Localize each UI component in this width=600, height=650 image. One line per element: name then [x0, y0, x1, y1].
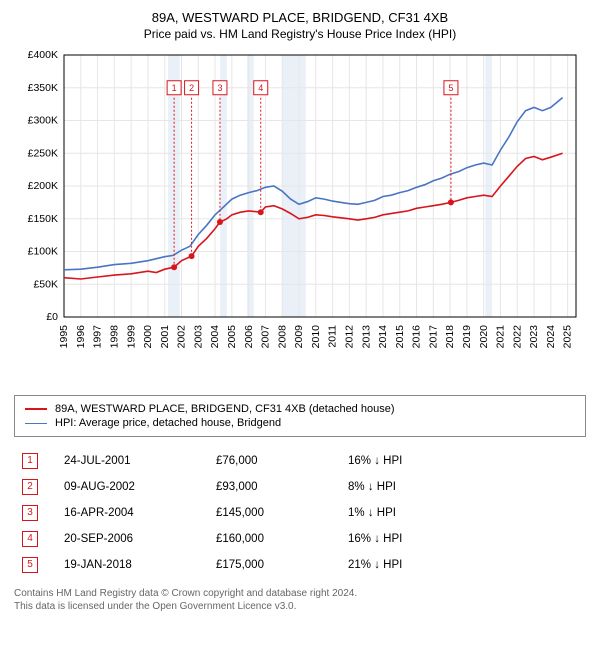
title-subtitle: Price paid vs. HM Land Registry's House … — [14, 27, 586, 41]
footer-line-2: This data is licensed under the Open Gov… — [14, 600, 586, 613]
svg-text:1995: 1995 — [58, 325, 70, 349]
svg-text:2002: 2002 — [176, 325, 188, 349]
price-chart: £0 £50K £100K £150K £200K £250K £300K £350K £400… — [14, 47, 586, 387]
sales-table: 124-JUL-2001£76,00016% ↓ HPI209-AUG-2002… — [14, 447, 586, 579]
sale-price: £160,000 — [210, 527, 340, 551]
svg-text:2007: 2007 — [260, 325, 272, 349]
svg-text:2018: 2018 — [444, 325, 456, 349]
svg-text:2011: 2011 — [327, 325, 339, 348]
svg-text:£350K: £350K — [28, 82, 58, 94]
sale-date: 09-AUG-2002 — [58, 475, 208, 499]
sale-marker-icon: 4 — [22, 531, 38, 547]
svg-text:2005: 2005 — [226, 325, 238, 349]
sale-delta: 8% ↓ HPI — [342, 475, 584, 499]
svg-text:£150K: £150K — [28, 213, 58, 225]
svg-text:2021: 2021 — [495, 325, 507, 349]
sale-marker-icon: 5 — [22, 557, 38, 573]
svg-text:1: 1 — [172, 83, 177, 93]
svg-text:2000: 2000 — [142, 325, 154, 349]
sale-delta: 1% ↓ HPI — [342, 501, 584, 525]
svg-text:2003: 2003 — [192, 325, 204, 349]
legend-row: 89A, WESTWARD PLACE, BRIDGEND, CF31 4XB … — [25, 402, 575, 416]
sale-price: £175,000 — [210, 553, 340, 577]
svg-text:2008: 2008 — [276, 325, 288, 349]
legend-label: 89A, WESTWARD PLACE, BRIDGEND, CF31 4XB … — [55, 403, 395, 415]
sale-delta: 16% ↓ HPI — [342, 527, 584, 551]
svg-text:2009: 2009 — [293, 325, 305, 349]
sale-marker-icon: 3 — [22, 505, 38, 521]
svg-text:£100K: £100K — [28, 246, 58, 258]
svg-text:1999: 1999 — [125, 325, 137, 349]
table-row: 1 24-JUL-2001£76,00016% ↓ HPI — [16, 449, 584, 473]
chart-area: £0 £50K £100K £150K £200K £250K £300K £350K £400… — [14, 47, 586, 387]
legend: 89A, WESTWARD PLACE, BRIDGEND, CF31 4XB … — [14, 395, 586, 437]
svg-text:2013: 2013 — [360, 325, 372, 349]
svg-text:2024: 2024 — [545, 325, 557, 349]
svg-text:£300K: £300K — [28, 115, 58, 127]
sale-price: £145,000 — [210, 501, 340, 525]
svg-text:£400K: £400K — [28, 49, 58, 61]
svg-text:2022: 2022 — [511, 325, 523, 349]
svg-text:2019: 2019 — [461, 325, 473, 349]
sale-marker-icon: 2 — [22, 479, 38, 495]
svg-text:2001: 2001 — [159, 325, 171, 349]
svg-text:2017: 2017 — [427, 325, 439, 349]
table-row: 5 19-JAN-2018£175,00021% ↓ HPI — [16, 553, 584, 577]
svg-text:£0: £0 — [46, 311, 58, 323]
svg-text:2016: 2016 — [411, 325, 423, 349]
svg-text:2004: 2004 — [209, 325, 221, 349]
legend-row: HPI: Average price, detached house, Brid… — [25, 416, 575, 430]
sale-price: £93,000 — [210, 475, 340, 499]
sale-delta: 21% ↓ HPI — [342, 553, 584, 577]
sale-date: 20-SEP-2006 — [58, 527, 208, 551]
chart-titles: 89A, WESTWARD PLACE, BRIDGEND, CF31 4XB … — [14, 10, 586, 41]
svg-text:1997: 1997 — [92, 325, 104, 349]
legend-swatch — [25, 423, 47, 424]
table-row: 4 20-SEP-2006£160,00016% ↓ HPI — [16, 527, 584, 551]
legend-swatch — [25, 408, 47, 410]
table-row: 2 09-AUG-2002£93,0008% ↓ HPI — [16, 475, 584, 499]
svg-text:5: 5 — [448, 83, 453, 93]
sale-marker-icon: 1 — [22, 453, 38, 469]
svg-text:2023: 2023 — [528, 325, 540, 349]
svg-text:4: 4 — [258, 83, 263, 93]
svg-text:£250K: £250K — [28, 147, 58, 159]
sale-date: 19-JAN-2018 — [58, 553, 208, 577]
svg-text:1996: 1996 — [75, 325, 87, 349]
svg-text:2006: 2006 — [243, 325, 255, 349]
svg-text:2015: 2015 — [394, 325, 406, 349]
svg-text:2025: 2025 — [562, 325, 574, 349]
svg-text:2014: 2014 — [377, 325, 389, 349]
svg-text:£200K: £200K — [28, 180, 58, 192]
svg-text:2: 2 — [189, 83, 194, 93]
table-row: 3 16-APR-2004£145,0001% ↓ HPI — [16, 501, 584, 525]
report-container: 89A, WESTWARD PLACE, BRIDGEND, CF31 4XB … — [0, 0, 600, 650]
sale-date: 24-JUL-2001 — [58, 449, 208, 473]
svg-text:2010: 2010 — [310, 325, 322, 349]
svg-text:3: 3 — [217, 83, 222, 93]
svg-text:2020: 2020 — [478, 325, 490, 349]
footer-line-1: Contains HM Land Registry data © Crown c… — [14, 587, 586, 600]
footer-attribution: Contains HM Land Registry data © Crown c… — [14, 587, 586, 613]
svg-text:£50K: £50K — [33, 278, 58, 290]
legend-label: HPI: Average price, detached house, Brid… — [55, 417, 281, 429]
svg-text:1998: 1998 — [109, 325, 121, 349]
sale-price: £76,000 — [210, 449, 340, 473]
sale-date: 16-APR-2004 — [58, 501, 208, 525]
title-address: 89A, WESTWARD PLACE, BRIDGEND, CF31 4XB — [14, 10, 586, 25]
sale-delta: 16% ↓ HPI — [342, 449, 584, 473]
svg-text:2012: 2012 — [344, 325, 356, 349]
